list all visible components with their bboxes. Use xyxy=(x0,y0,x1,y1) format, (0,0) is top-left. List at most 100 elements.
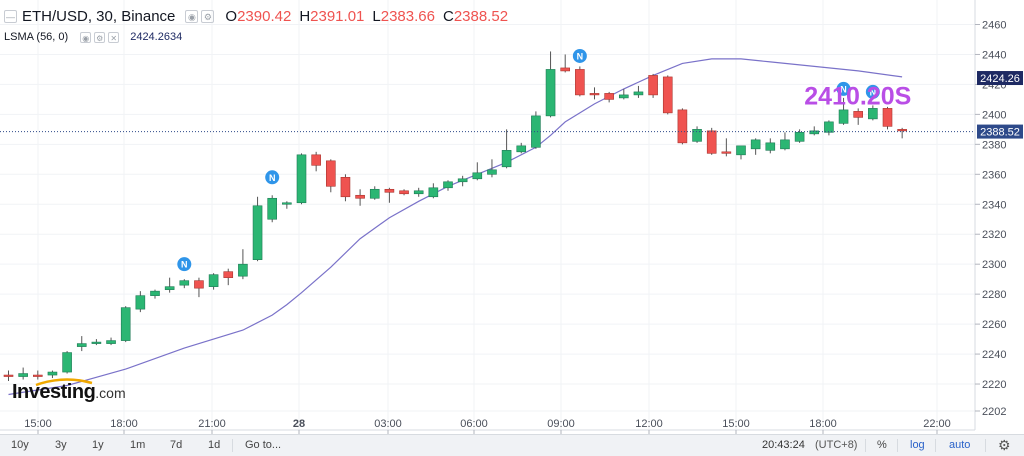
candle-body xyxy=(516,145,527,153)
candle xyxy=(443,180,453,191)
candle xyxy=(208,273,219,290)
badge-circle xyxy=(177,257,192,272)
candle xyxy=(794,129,805,143)
candle xyxy=(721,138,732,157)
price-annotation: 2410.20S xyxy=(804,82,911,110)
auto-scale-button[interactable]: auto xyxy=(949,439,971,451)
gear-icon[interactable]: ⚙ xyxy=(998,437,1011,453)
candle xyxy=(882,106,893,130)
toolbar-separator xyxy=(985,439,986,452)
open-value: 2390.42 xyxy=(237,8,292,25)
badge-letter: N xyxy=(269,173,276,183)
toolbar-separator xyxy=(865,439,866,452)
candle-body xyxy=(575,69,585,96)
time-axis: 15:00 18:00 21:00 28 03:00 06:00 09:00 12:00 15:… xyxy=(24,418,951,434)
candle-body xyxy=(223,271,234,278)
candle xyxy=(472,162,483,181)
candle-body xyxy=(355,194,365,199)
eye-icon[interactable]: ◉ xyxy=(80,31,92,43)
candle-body xyxy=(604,93,614,100)
y-tick-label: 2202 xyxy=(982,406,1006,418)
candle xyxy=(282,201,292,209)
indicator-legend: LSMA (56, 0) ◉ ⚙ ✕ 2424.2634 xyxy=(4,31,182,43)
news-badge-icon[interactable]: N xyxy=(572,48,587,63)
candle-body xyxy=(76,343,87,347)
candle xyxy=(604,91,614,103)
eye-icon[interactable]: ◉ xyxy=(185,10,199,23)
y-tick-label: 2360 xyxy=(982,169,1006,181)
candle xyxy=(194,277,204,298)
collapse-icon[interactable]: — xyxy=(4,10,17,23)
symbol-title: ETH/USD, 30, Binance xyxy=(22,8,176,25)
badge-letter: N xyxy=(577,51,584,61)
candle xyxy=(252,196,263,262)
logo-swoosh-icon xyxy=(35,378,93,387)
candle xyxy=(824,120,834,136)
goto-date-button[interactable]: Go to... xyxy=(245,439,282,451)
candle xyxy=(589,87,600,100)
lsma-line xyxy=(8,58,903,396)
candle xyxy=(135,291,146,313)
timeframe-1m-button[interactable]: 1m xyxy=(130,439,146,451)
candle-body xyxy=(692,129,702,142)
candle-body xyxy=(18,373,28,377)
timeframe-10y-button[interactable]: 10y xyxy=(11,439,29,451)
x-tick-label: 12:00 xyxy=(635,418,663,430)
clock-time: 20:43:24 xyxy=(762,439,805,451)
candle xyxy=(575,66,585,97)
gear-icon[interactable]: ⚙ xyxy=(94,31,106,43)
news-badge-icon[interactable]: N xyxy=(177,257,192,272)
candle xyxy=(736,145,746,160)
candle xyxy=(384,187,395,203)
badge-circle xyxy=(572,48,587,63)
timeframe-1y-button[interactable]: 1y xyxy=(92,439,104,451)
candle-body xyxy=(633,91,644,96)
candle-body xyxy=(238,263,248,277)
gear-icon[interactable]: ⚙ xyxy=(201,10,215,23)
x-tick-label: 18:00 xyxy=(809,418,837,430)
y-tick-label: 2240 xyxy=(982,349,1006,361)
candle-body xyxy=(428,187,439,198)
candle-body xyxy=(780,139,790,150)
news-badge-icon[interactable]: N xyxy=(836,81,851,96)
close-icon[interactable]: ✕ xyxy=(108,31,120,43)
candle-body xyxy=(340,176,351,198)
candle xyxy=(560,54,571,73)
candle-body xyxy=(706,130,717,154)
badge-letter: N xyxy=(181,260,188,270)
last-price-label: 2388.52 xyxy=(980,127,1020,139)
badge-circle xyxy=(265,170,280,185)
candle-body xyxy=(472,172,483,180)
candle-body xyxy=(194,280,204,289)
candle xyxy=(853,108,864,125)
badge-letter: N xyxy=(870,87,877,97)
candle xyxy=(325,159,336,193)
percent-scale-button[interactable]: % xyxy=(877,439,887,451)
log-scale-button[interactable]: log xyxy=(910,439,925,451)
candle xyxy=(164,277,175,293)
candle-body xyxy=(120,307,131,341)
timezone-button[interactable]: (UTC+8) xyxy=(815,439,858,451)
candle xyxy=(633,85,644,98)
candle-body xyxy=(369,188,380,199)
candle xyxy=(692,126,702,143)
candle-body xyxy=(267,197,278,220)
badge-circle xyxy=(836,81,851,96)
candle-body xyxy=(882,108,893,127)
candle-body xyxy=(868,108,878,120)
timeframe-1d-button[interactable]: 1d xyxy=(208,439,221,451)
news-badge-icon[interactable]: N xyxy=(265,170,280,185)
candle-body xyxy=(589,93,600,96)
candle xyxy=(457,175,468,187)
x-tick-label: 18:00 xyxy=(110,418,138,430)
y-tick-label: 2300 xyxy=(982,259,1006,271)
candle xyxy=(780,132,790,151)
candle-body xyxy=(252,205,263,260)
candle xyxy=(120,306,131,343)
timeframe-7d-button[interactable]: 7d xyxy=(170,439,183,451)
chart-grid xyxy=(0,0,975,430)
news-badge-icon[interactable]: N xyxy=(865,84,880,99)
candle-body xyxy=(545,69,556,117)
timeframe-3y-button[interactable]: 3y xyxy=(55,439,67,451)
